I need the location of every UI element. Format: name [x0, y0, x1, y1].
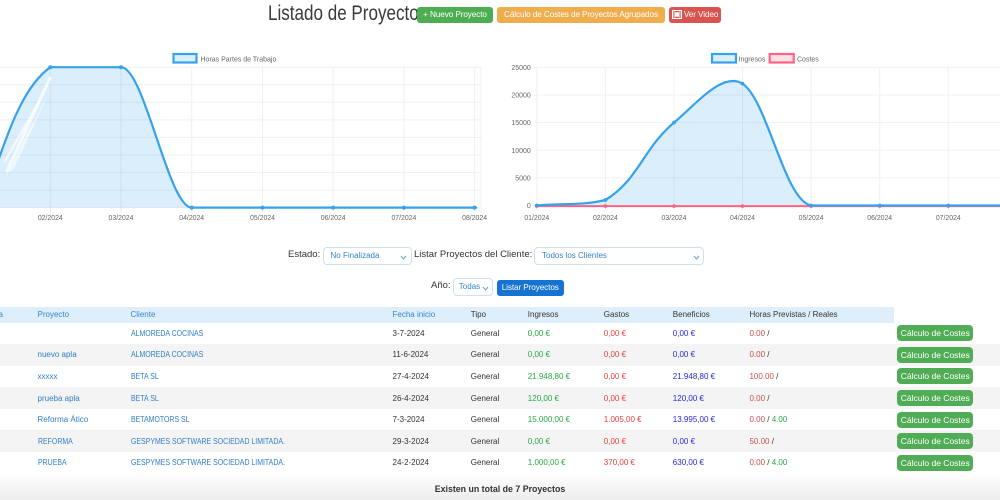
- svg-text:Ingresos: Ingresos: [739, 56, 766, 63]
- svg-text:03/2024: 03/2024: [109, 215, 134, 222]
- svg-text:05/2024: 05/2024: [799, 215, 824, 222]
- svg-text:01/2024: 01/2024: [524, 215, 549, 222]
- svg-text:02/2024: 02/2024: [38, 215, 63, 222]
- svg-text:06/2024: 06/2024: [867, 215, 892, 222]
- svg-text:06/2024: 06/2024: [321, 215, 346, 222]
- svg-text:5000: 5000: [515, 176, 531, 183]
- svg-text:03/2024: 03/2024: [662, 215, 687, 222]
- svg-text:04/2024: 04/2024: [730, 215, 755, 222]
- svg-text:15000: 15000: [511, 120, 531, 127]
- svg-text:25000: 25000: [511, 65, 531, 72]
- svg-text:04/2024: 04/2024: [179, 215, 204, 222]
- svg-text:Horas Partes de Trabajo: Horas Partes de Trabajo: [201, 56, 277, 63]
- svg-text:08/2024: 08/2024: [462, 215, 487, 222]
- svg-text:07/2024: 07/2024: [391, 215, 416, 222]
- svg-text:10000: 10000: [511, 148, 531, 155]
- svg-text:02/2024: 02/2024: [593, 215, 618, 222]
- svg-text:0: 0: [527, 203, 531, 210]
- svg-text:07/2024: 07/2024: [936, 215, 961, 222]
- svg-text:20000: 20000: [511, 93, 531, 100]
- svg-text:Costes: Costes: [797, 56, 819, 63]
- svg-text:05/2024: 05/2024: [250, 215, 275, 222]
